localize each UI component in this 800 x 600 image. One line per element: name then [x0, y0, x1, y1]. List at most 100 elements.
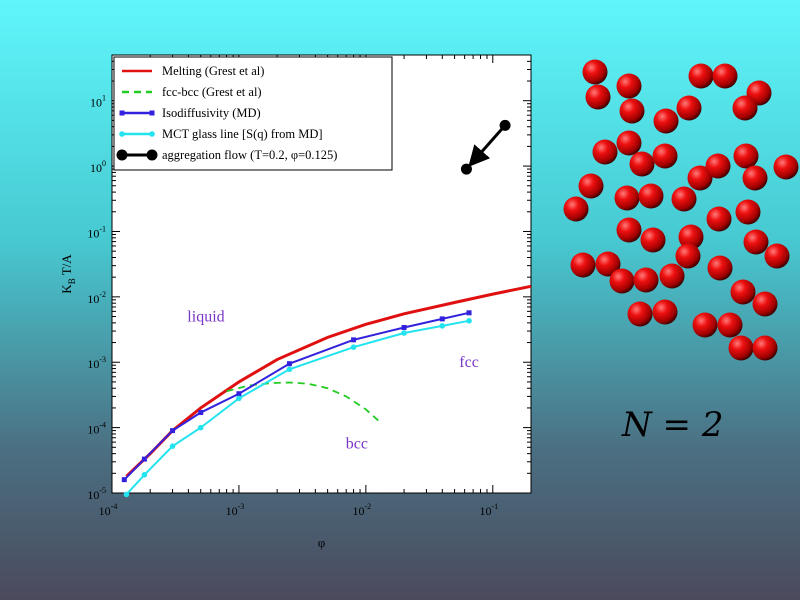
sphere	[712, 63, 738, 89]
y-tick-label: 10-2	[87, 290, 106, 306]
data-point	[286, 366, 293, 373]
y-axis-label: KB T/A	[59, 254, 77, 294]
sphere	[640, 227, 666, 253]
series-line	[468, 124, 507, 167]
data-point	[499, 119, 511, 131]
sphere	[614, 185, 640, 211]
sphere	[652, 143, 678, 169]
sphere	[678, 224, 704, 250]
sphere	[752, 291, 778, 317]
sphere	[592, 139, 618, 165]
region-label-bcc: bcc	[346, 435, 368, 452]
sphere	[732, 95, 758, 121]
legend-label: aggregation flow (T=0.2, φ=0.125)	[162, 148, 337, 162]
region-label-liquid: liquid	[187, 308, 224, 325]
data-point	[198, 410, 204, 416]
sphere	[652, 299, 678, 325]
data-point	[350, 344, 357, 350]
sphere	[687, 165, 713, 191]
series-2	[121, 310, 472, 483]
sphere	[595, 251, 621, 277]
sphere	[735, 199, 761, 225]
legend-entry: aggregation flow (T=0.2, φ=0.125)	[116, 148, 337, 162]
sphere	[638, 183, 664, 209]
data-point	[439, 323, 446, 329]
sphere	[742, 165, 768, 191]
sphere	[676, 95, 702, 121]
legend-marker	[146, 149, 158, 161]
legend-entry: Isodiffusivity (MD)	[119, 106, 261, 120]
sphere	[619, 98, 645, 124]
sphere	[692, 312, 718, 338]
sphere	[616, 217, 642, 243]
sphere	[629, 151, 655, 177]
data-point	[236, 391, 242, 397]
legend-marker	[119, 110, 125, 116]
x-tick-label: 10-1	[479, 502, 498, 518]
chart: 10-4 10-3 10-2 10-110-510-410-310-210-11001…	[59, 54, 532, 550]
sphere	[653, 108, 679, 134]
sphere	[752, 335, 778, 361]
sphere	[659, 263, 685, 289]
x-tick-label: 10-4	[99, 502, 118, 518]
data-point	[466, 318, 472, 324]
data-point	[121, 477, 127, 483]
sphere	[616, 73, 642, 99]
legend-marker	[149, 110, 155, 116]
legend-entry: MCT glass line [S(q) from MD]	[119, 127, 323, 141]
axis-ticks: 10-4 10-3 10-2 10-110-510-410-310-210-11001…	[87, 54, 532, 518]
sphere	[730, 279, 756, 305]
region-label-fcc: fcc	[459, 354, 479, 371]
data-point	[439, 316, 445, 322]
sphere	[570, 252, 596, 278]
sphere	[717, 312, 743, 338]
data-point	[460, 163, 472, 175]
y-tick-label: 100	[90, 159, 106, 175]
data-point	[170, 428, 176, 434]
sphere	[675, 243, 701, 269]
x-tick-label: 10-3	[226, 502, 245, 518]
data-point	[197, 424, 204, 431]
y-tick-label: 10-1	[87, 224, 106, 240]
sphere	[563, 196, 589, 222]
legend-entry: Melting (Grest et al)	[122, 64, 264, 78]
sphere	[706, 206, 732, 232]
n-label: N = 2	[622, 405, 724, 445]
red-sphere-cluster-icon	[563, 59, 799, 361]
series-4	[460, 119, 511, 175]
sphere	[609, 268, 635, 294]
sphere	[764, 243, 790, 269]
data-point	[141, 456, 147, 462]
y-tick-label: 10-3	[87, 355, 106, 371]
legend-entry: fcc-bcc (Grest et al)	[122, 85, 262, 99]
data-point	[401, 324, 407, 330]
data-point	[401, 330, 407, 336]
data-point	[123, 491, 130, 498]
sphere	[585, 84, 611, 110]
legend-marker	[149, 131, 155, 137]
sphere	[633, 267, 659, 293]
series-line	[125, 319, 470, 496]
y-tick-label: 10-4	[87, 421, 106, 437]
series-1	[226, 381, 381, 424]
sphere	[627, 301, 653, 327]
data-point	[141, 471, 148, 478]
data-point	[466, 310, 472, 316]
sphere	[671, 186, 697, 212]
series-3	[123, 318, 472, 498]
y-tick-label: 10-5	[87, 486, 106, 502]
series-line	[123, 311, 470, 481]
sphere	[773, 154, 799, 180]
data-point	[286, 361, 292, 367]
data-point	[169, 443, 176, 449]
sphere	[616, 130, 642, 156]
y-tick-label: 101	[90, 94, 106, 110]
sphere	[733, 143, 759, 169]
series-line	[226, 381, 381, 424]
sphere	[707, 255, 733, 281]
x-tick-label: 10-2	[353, 502, 372, 518]
legend-label: Melting (Grest et al)	[162, 64, 264, 78]
legend-box	[113, 56, 393, 171]
sphere	[705, 153, 731, 179]
